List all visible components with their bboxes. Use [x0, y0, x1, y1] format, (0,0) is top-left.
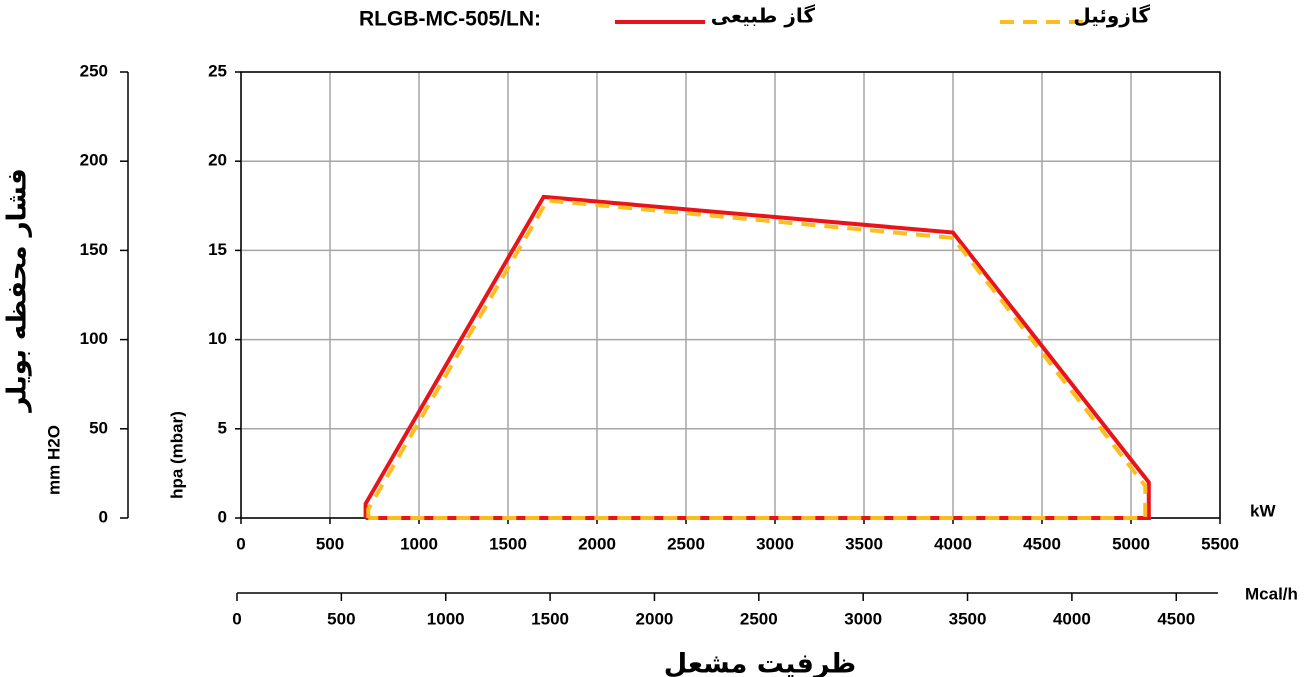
- x2-tick-label: 2000: [636, 609, 674, 628]
- x-tick-label: 3500: [845, 534, 883, 553]
- x-tick-label: 5500: [1201, 534, 1239, 553]
- legend-label: گازوئیل: [1073, 4, 1150, 28]
- x-tick-label: 1500: [489, 534, 527, 553]
- series-line: [363, 194, 1151, 520]
- x-tick-label: 4500: [1023, 534, 1061, 553]
- y2-axis-title: فشار محفظه بویلر: [3, 168, 33, 414]
- series-line: [366, 198, 1148, 520]
- y-tick-label: 25: [208, 61, 227, 80]
- x2-tick-label: 4500: [1157, 609, 1195, 628]
- y2-tick-label: 200: [80, 151, 108, 170]
- y2-tick-label: 250: [80, 61, 108, 80]
- y-tick-label: 15: [208, 240, 227, 259]
- legend-label: گاز طبیعی: [711, 4, 816, 28]
- x-tick-label: 0: [236, 534, 245, 553]
- plot-frame: [240, 71, 1221, 519]
- x2-tick-label: 3000: [844, 609, 882, 628]
- y2-tick-label: 0: [99, 507, 108, 526]
- x-tick-label: 1000: [400, 534, 438, 553]
- x2-tick-label: 0: [232, 609, 241, 628]
- x2-tick-label: 500: [327, 609, 355, 628]
- y2-tick-label: 50: [89, 418, 108, 437]
- x2-tick-label: 1000: [427, 609, 465, 628]
- x2-unit: Mcal/h: [1245, 584, 1298, 603]
- y-tick-label: 0: [218, 507, 227, 526]
- y2-tick-label: 150: [80, 240, 108, 259]
- x-unit: kW: [1250, 501, 1276, 520]
- x-tick-label: 5000: [1112, 534, 1150, 553]
- x2-tick-label: 4000: [1053, 609, 1091, 628]
- y-axis-title: hpa (mbar): [167, 411, 186, 499]
- x-axis-title: ظرفیت مشعل: [664, 649, 856, 677]
- x2-tick-label: 3500: [949, 609, 987, 628]
- x2-tick-label: 2500: [740, 609, 778, 628]
- y2-tick-label: 100: [80, 329, 108, 348]
- y-tick-label: 5: [218, 418, 227, 437]
- x-tick-label: 500: [316, 534, 344, 553]
- chart-title: RLGB-MC-505/LN:: [359, 8, 541, 31]
- y-tick-label: 10: [208, 329, 227, 348]
- y2-unit: mm H2O: [44, 425, 63, 495]
- x-tick-label: 2000: [578, 534, 616, 553]
- x2-tick-label: 1500: [531, 609, 569, 628]
- y-tick-label: 20: [208, 151, 227, 170]
- x-tick-label: 3000: [756, 534, 794, 553]
- x-tick-label: 4000: [934, 534, 972, 553]
- x-tick-label: 2500: [667, 534, 705, 553]
